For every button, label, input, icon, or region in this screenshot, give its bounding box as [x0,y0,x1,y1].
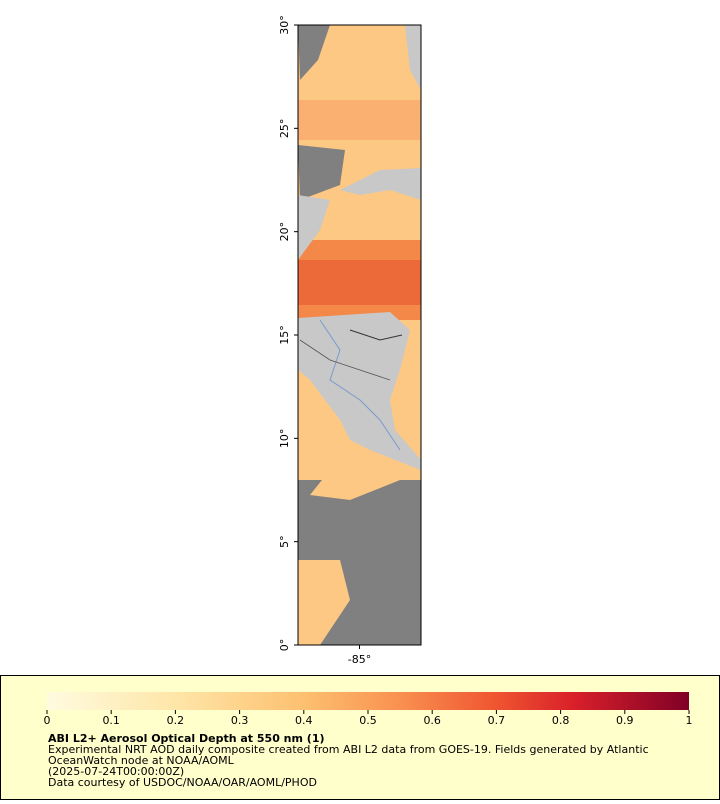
caption-line: Data courtesy of USDOC/NOAA/OAR/AOML/PHO… [48,776,317,789]
colorbar-tick-label: 0.7 [488,714,506,727]
lat-tick-label: 15° [278,325,291,345]
caption-title: ABI L2+ Aerosol Optical Depth at 550 nm … [48,732,325,745]
lat-tick-label: 10° [278,429,291,449]
colorbar-tick-label: 0.2 [167,714,185,727]
colorbar-tick-label: 0.3 [231,714,249,727]
colorbar-tick-label: 0.8 [552,714,570,727]
colorbar-tick-label: 0.6 [423,714,441,727]
lat-tick-label: 5° [278,535,291,548]
map-image [298,25,421,645]
colorbar [47,692,689,710]
colorbar-tick-label: 0.5 [359,714,377,727]
caption-line: (2025-07-24T00:00:00Z) [48,765,184,778]
lon-tick-label: -85° [348,653,371,666]
lat-tick-label: 20° [278,222,291,242]
colorbar-tick-label: 1 [686,714,693,727]
colorbar-tick-label: 0.9 [616,714,634,727]
colorbar-tick-label: 0 [44,714,51,727]
colorbar-tick-label: 0.1 [102,714,120,727]
colorbar-tick-label: 0.4 [295,714,313,727]
lat-tick-label: 0° [278,639,291,652]
lat-tick-label: 30° [278,15,291,35]
caption-line: OceanWatch node at NOAA/AOML [48,754,235,767]
lat-tick-label: 25° [278,119,291,139]
caption-line: Experimental NRT AOD daily composite cre… [48,743,649,756]
